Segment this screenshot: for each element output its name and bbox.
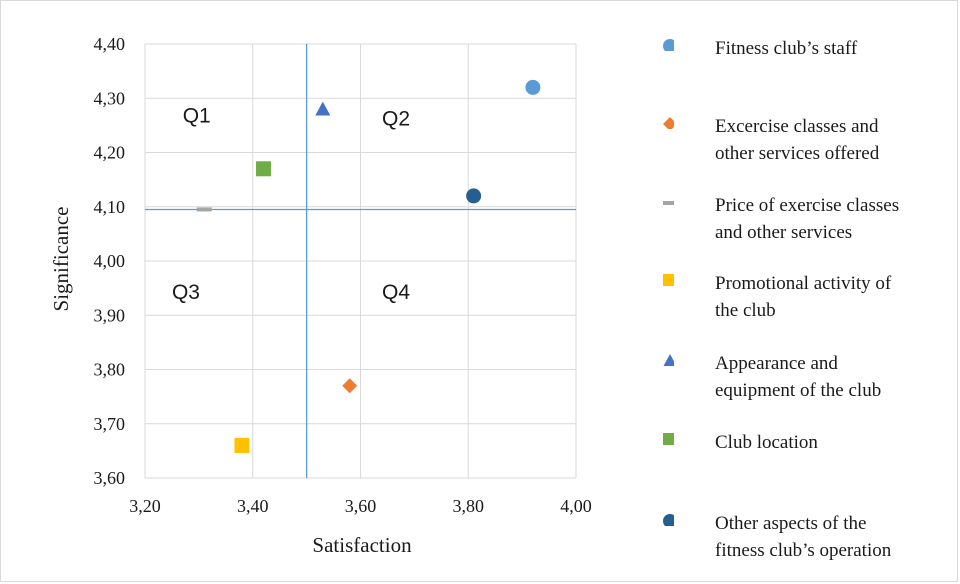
legend-marker-shape [663, 354, 674, 366]
data-point [342, 378, 358, 394]
y-tick-label: 4,00 [94, 251, 126, 271]
y-tick-label: 4,30 [94, 88, 126, 108]
legend-label-line: Fitness club’s staff [715, 38, 858, 59]
legend-marker [663, 117, 674, 129]
y-tick-label: 4,20 [94, 143, 126, 163]
y-tick-label: 3,80 [94, 360, 126, 380]
quadrant-label: Q3 [172, 281, 200, 304]
legend-marker-shape [663, 117, 674, 129]
legend-marker-shape [663, 274, 674, 286]
legend-label-line: the club [715, 300, 776, 321]
chart-legend: Fitness club’s staff Excercise classes an… [640, 0, 960, 584]
legend-marker [663, 354, 674, 366]
data-point [466, 188, 482, 204]
x-tick-label: 3,40 [237, 496, 269, 516]
tick-labels: 3,60 3,70 3,80 3,90 4,00 4,10 4,20 4,30 4,40 3,20… [94, 34, 592, 516]
legend-marker [663, 39, 674, 51]
data-point [525, 79, 541, 95]
scatter-chart: 3,60 3,70 3,80 3,90 4,00 4,10 4,20 4,30 4,40 3,20… [49, 34, 592, 557]
data-points [196, 79, 541, 453]
legend-label-line: Other aspects of the [715, 513, 867, 534]
data-point [196, 207, 212, 212]
gridlines [144, 43, 577, 479]
quadrant-label: Q4 [382, 281, 410, 304]
data-point [315, 101, 331, 116]
y-axis-label: Significance [49, 207, 73, 312]
legend-label: Promotional activity of the club [715, 270, 955, 324]
legend-marker-shape [663, 39, 674, 51]
x-axis-label: Satisfaction [312, 533, 412, 557]
quadrant-label: Q1 [183, 105, 211, 128]
legend-label-line: Excercise classes and [715, 116, 879, 137]
legend-label: Appearance and equipment of the club [715, 350, 955, 404]
y-tick-label: 3,70 [94, 414, 126, 434]
y-tick-label: 3,90 [94, 305, 126, 325]
legend-label: Other aspects of the fitness club’s opera… [715, 510, 955, 564]
legend-label-line: Price of exercise classes [715, 195, 900, 216]
legend-marker [663, 201, 674, 205]
legend-marker [663, 514, 674, 526]
legend-label-line: fitness club’s operation [715, 540, 892, 561]
x-tick-label: 3,80 [453, 496, 485, 516]
reference-lines [145, 44, 576, 478]
legend-label-line: other services offered [715, 143, 880, 164]
data-point [234, 437, 250, 453]
legend-label-line: Appearance and [715, 353, 838, 374]
legend-label-line: equipment of the club [715, 380, 882, 401]
y-tick-label: 3,60 [94, 468, 126, 488]
x-tick-label: 4,00 [560, 496, 592, 516]
y-tick-label: 4,10 [94, 197, 126, 217]
legend-label: Fitness club’s staff [715, 35, 955, 62]
legend-marker [663, 433, 674, 445]
x-tick-label: 3,20 [129, 496, 161, 516]
legend-label: Excercise classes and other services offe… [715, 113, 955, 167]
legend-label-line: Promotional activity of [715, 273, 892, 294]
legend-label-line: and other services [715, 222, 853, 243]
legend-marker [663, 274, 674, 286]
y-tick-label: 4,40 [94, 34, 126, 54]
quadrant-labels: Q1 Q2 Q3 Q4 [172, 105, 410, 304]
legend-marker-shape [663, 433, 674, 445]
legend-marker-shape [663, 201, 674, 205]
legend-marker-shape [663, 514, 674, 526]
legend-label-line: Club location [715, 432, 818, 453]
x-tick-label: 3,60 [345, 496, 377, 516]
legend-label: Club location [715, 429, 955, 456]
legend-label: Price of exercise classes and other servi… [715, 192, 955, 246]
data-point [256, 161, 272, 177]
quadrant-label: Q2 [382, 107, 410, 130]
